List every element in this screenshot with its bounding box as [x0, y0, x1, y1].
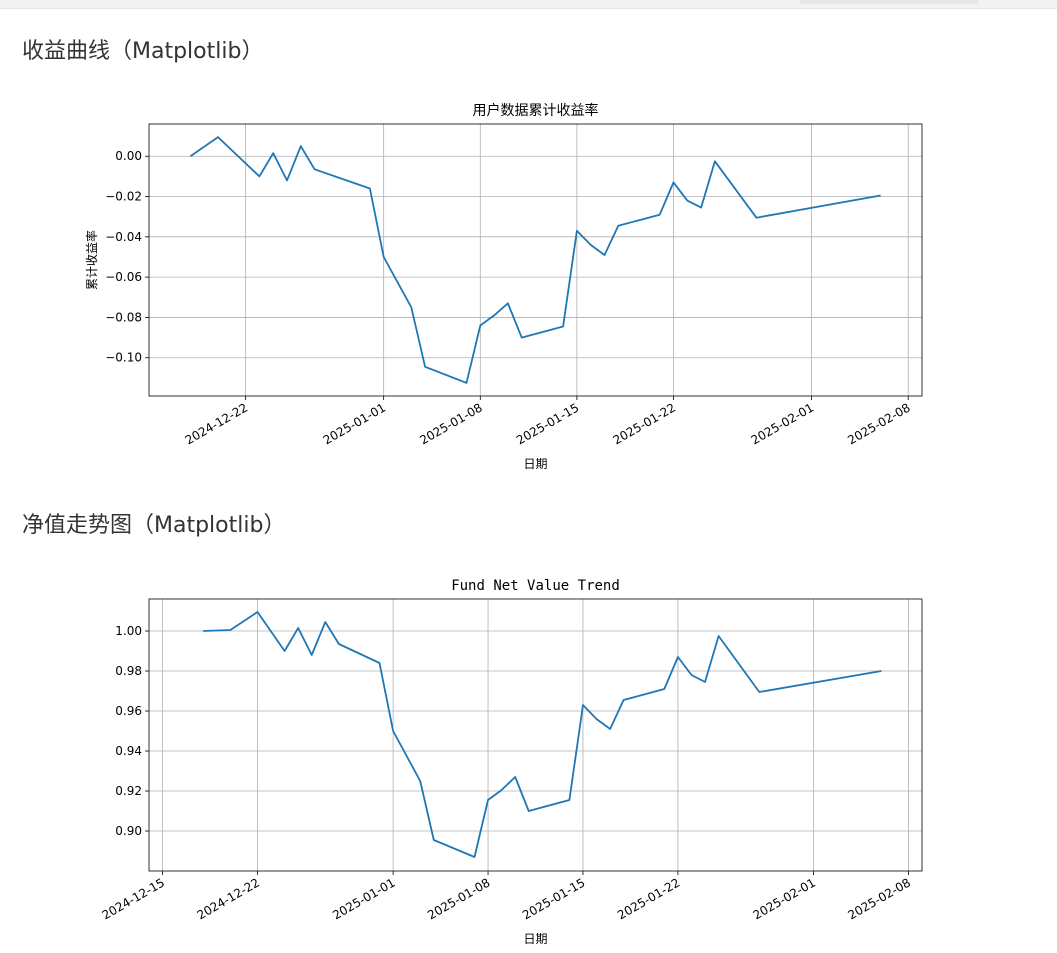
- y-tick-label: 0.90: [115, 824, 142, 838]
- section-heading-net-value: 净值走势图（Matplotlib）: [22, 513, 286, 538]
- toolbar-tab-stub: [799, 0, 979, 4]
- net-value-chart: Fund Net Value Trend 2024-12-15 2024-12-22…: [100, 578, 923, 946]
- y-tick-label: 0.96: [115, 704, 142, 718]
- plot-frame: [148, 598, 923, 872]
- y-tick-label: −0.04: [105, 230, 142, 244]
- x-tick-label: 2025-01-22: [615, 875, 682, 922]
- y-tick-label: −0.06: [105, 270, 142, 284]
- x-tick-label: 2025-01-15: [514, 400, 581, 447]
- y-tick-label: 0.00: [115, 149, 142, 163]
- x-axis-label: 日期: [523, 457, 547, 471]
- y-tick-label: 0.92: [115, 784, 142, 798]
- y-tick-label: 0.94: [115, 744, 142, 758]
- x-tick-label: 2024-12-15: [100, 875, 167, 922]
- series-line: [189, 136, 881, 384]
- section-heading-returns: 收益曲线（Matplotlib）: [22, 39, 264, 64]
- series-line: [203, 611, 882, 858]
- top-toolbar-strip: [0, 0, 1057, 9]
- y-tick-label: −0.10: [105, 351, 142, 365]
- x-tick-label: 2025-01-15: [520, 875, 587, 922]
- chart-title: Fund Net Value Trend: [451, 578, 620, 594]
- x-tick-label: 2025-02-01: [749, 400, 816, 447]
- chart-title: 用户数据累计收益率: [473, 102, 599, 119]
- y-tick-label: 1.00: [115, 624, 142, 638]
- y-axis-label: 累计收益率: [84, 230, 99, 290]
- x-tick-label: 2025-01-01: [321, 400, 388, 447]
- y-tick-label: −0.02: [105, 190, 142, 204]
- x-tick-label: 2025-02-01: [751, 875, 818, 922]
- x-tick-label: 2025-01-08: [417, 400, 484, 447]
- y-tick-label: −0.08: [105, 310, 142, 324]
- x-tick-label: 2025-01-01: [330, 875, 397, 922]
- y-tick-label: 0.98: [115, 664, 142, 678]
- x-tick-label: 2024-12-22: [195, 875, 262, 922]
- x-tick-label: 2025-01-22: [611, 400, 678, 447]
- gridlines: [149, 599, 922, 871]
- cumulative-return-chart: 用户数据累计收益率 2024-12-22 2025-01-01 2025-01-08 2…: [84, 102, 923, 471]
- x-tick-label: 2025-02-08: [845, 400, 912, 447]
- x-tick-label: 2025-01-08: [425, 875, 492, 922]
- x-tick-label: 2024-12-22: [183, 400, 250, 447]
- x-tick-label: 2025-02-08: [846, 875, 913, 922]
- gridlines: [149, 124, 922, 396]
- x-axis-label: 日期: [523, 932, 547, 946]
- plot-frame: [148, 123, 923, 397]
